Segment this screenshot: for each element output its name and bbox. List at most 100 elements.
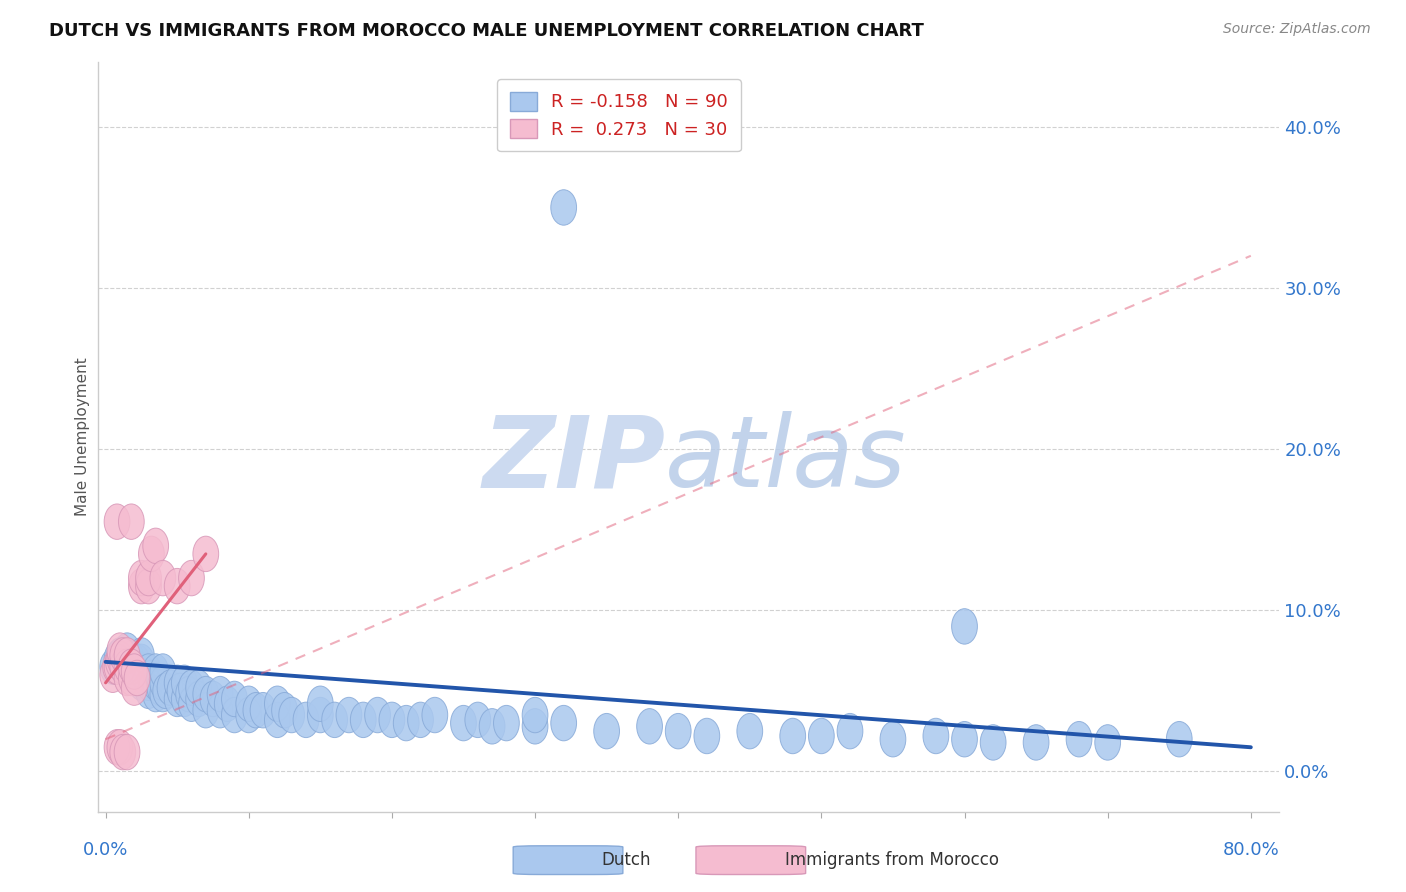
Ellipse shape [176, 676, 201, 712]
Ellipse shape [124, 657, 150, 692]
Ellipse shape [980, 724, 1007, 760]
Ellipse shape [150, 560, 176, 596]
Ellipse shape [150, 676, 176, 712]
Ellipse shape [308, 686, 333, 722]
FancyBboxPatch shape [513, 846, 623, 874]
Ellipse shape [105, 644, 131, 680]
Ellipse shape [551, 190, 576, 225]
FancyBboxPatch shape [696, 846, 806, 874]
Ellipse shape [186, 681, 211, 716]
Ellipse shape [100, 657, 125, 692]
Ellipse shape [479, 708, 505, 744]
Ellipse shape [422, 698, 447, 732]
Ellipse shape [551, 706, 576, 741]
Ellipse shape [143, 654, 169, 690]
Ellipse shape [278, 698, 305, 732]
Ellipse shape [135, 673, 162, 708]
Ellipse shape [121, 670, 148, 706]
Ellipse shape [110, 638, 135, 673]
Ellipse shape [114, 660, 141, 696]
Ellipse shape [364, 698, 391, 732]
Ellipse shape [193, 692, 219, 728]
Ellipse shape [107, 632, 132, 668]
Ellipse shape [1095, 724, 1121, 760]
Ellipse shape [308, 698, 333, 732]
Ellipse shape [172, 665, 197, 700]
Ellipse shape [593, 714, 620, 749]
Ellipse shape [336, 698, 361, 732]
Ellipse shape [110, 644, 135, 680]
Ellipse shape [1024, 724, 1049, 760]
Ellipse shape [135, 560, 162, 596]
Ellipse shape [157, 670, 183, 706]
Ellipse shape [118, 660, 145, 696]
Ellipse shape [128, 665, 155, 700]
Ellipse shape [128, 560, 155, 596]
Ellipse shape [118, 641, 145, 676]
Ellipse shape [121, 654, 148, 690]
Ellipse shape [408, 702, 433, 738]
Text: DUTCH VS IMMIGRANTS FROM MOROCCO MALE UNEMPLOYMENT CORRELATION CHART: DUTCH VS IMMIGRANTS FROM MOROCCO MALE UN… [49, 22, 924, 40]
Ellipse shape [780, 718, 806, 754]
Ellipse shape [104, 641, 129, 676]
Ellipse shape [193, 676, 219, 712]
Ellipse shape [107, 730, 132, 765]
Ellipse shape [271, 692, 298, 728]
Ellipse shape [880, 722, 905, 757]
Ellipse shape [148, 670, 173, 706]
Ellipse shape [150, 665, 176, 700]
Ellipse shape [150, 654, 176, 690]
Ellipse shape [322, 702, 347, 738]
Text: 0.0%: 0.0% [83, 841, 128, 859]
Ellipse shape [107, 638, 132, 673]
Legend: R = -0.158   N = 90, R =  0.273   N = 30: R = -0.158 N = 90, R = 0.273 N = 30 [498, 79, 741, 152]
Ellipse shape [193, 536, 219, 572]
Ellipse shape [167, 673, 193, 708]
Ellipse shape [236, 686, 262, 722]
Ellipse shape [110, 649, 135, 684]
Ellipse shape [737, 714, 762, 749]
Ellipse shape [114, 632, 141, 668]
Text: Source: ZipAtlas.com: Source: ZipAtlas.com [1223, 22, 1371, 37]
Ellipse shape [1066, 722, 1092, 757]
Ellipse shape [124, 660, 150, 696]
Ellipse shape [222, 681, 247, 716]
Ellipse shape [637, 708, 662, 744]
Ellipse shape [114, 734, 141, 770]
Ellipse shape [243, 692, 269, 728]
Ellipse shape [665, 714, 692, 749]
Ellipse shape [236, 698, 262, 732]
Ellipse shape [214, 686, 240, 722]
Ellipse shape [952, 608, 977, 644]
Y-axis label: Male Unemployment: Male Unemployment [75, 358, 90, 516]
Ellipse shape [110, 734, 135, 770]
Ellipse shape [143, 665, 169, 700]
Ellipse shape [179, 560, 204, 596]
Ellipse shape [121, 649, 148, 684]
Text: atlas: atlas [665, 411, 907, 508]
Ellipse shape [139, 660, 165, 696]
Ellipse shape [522, 698, 548, 732]
Ellipse shape [118, 654, 145, 690]
Ellipse shape [118, 649, 145, 684]
Ellipse shape [207, 676, 233, 712]
Ellipse shape [952, 722, 977, 757]
Ellipse shape [132, 660, 159, 696]
Ellipse shape [292, 702, 319, 738]
Ellipse shape [394, 706, 419, 741]
Ellipse shape [128, 644, 155, 680]
Ellipse shape [143, 676, 169, 712]
Text: 80.0%: 80.0% [1222, 841, 1279, 859]
Ellipse shape [522, 708, 548, 744]
Ellipse shape [465, 702, 491, 738]
Ellipse shape [172, 681, 197, 716]
Ellipse shape [1167, 722, 1192, 757]
Ellipse shape [107, 641, 132, 676]
Ellipse shape [103, 649, 128, 684]
Ellipse shape [135, 665, 162, 700]
Ellipse shape [128, 568, 155, 604]
Ellipse shape [165, 681, 190, 716]
Ellipse shape [179, 686, 204, 722]
Ellipse shape [114, 649, 141, 684]
Ellipse shape [153, 673, 179, 708]
